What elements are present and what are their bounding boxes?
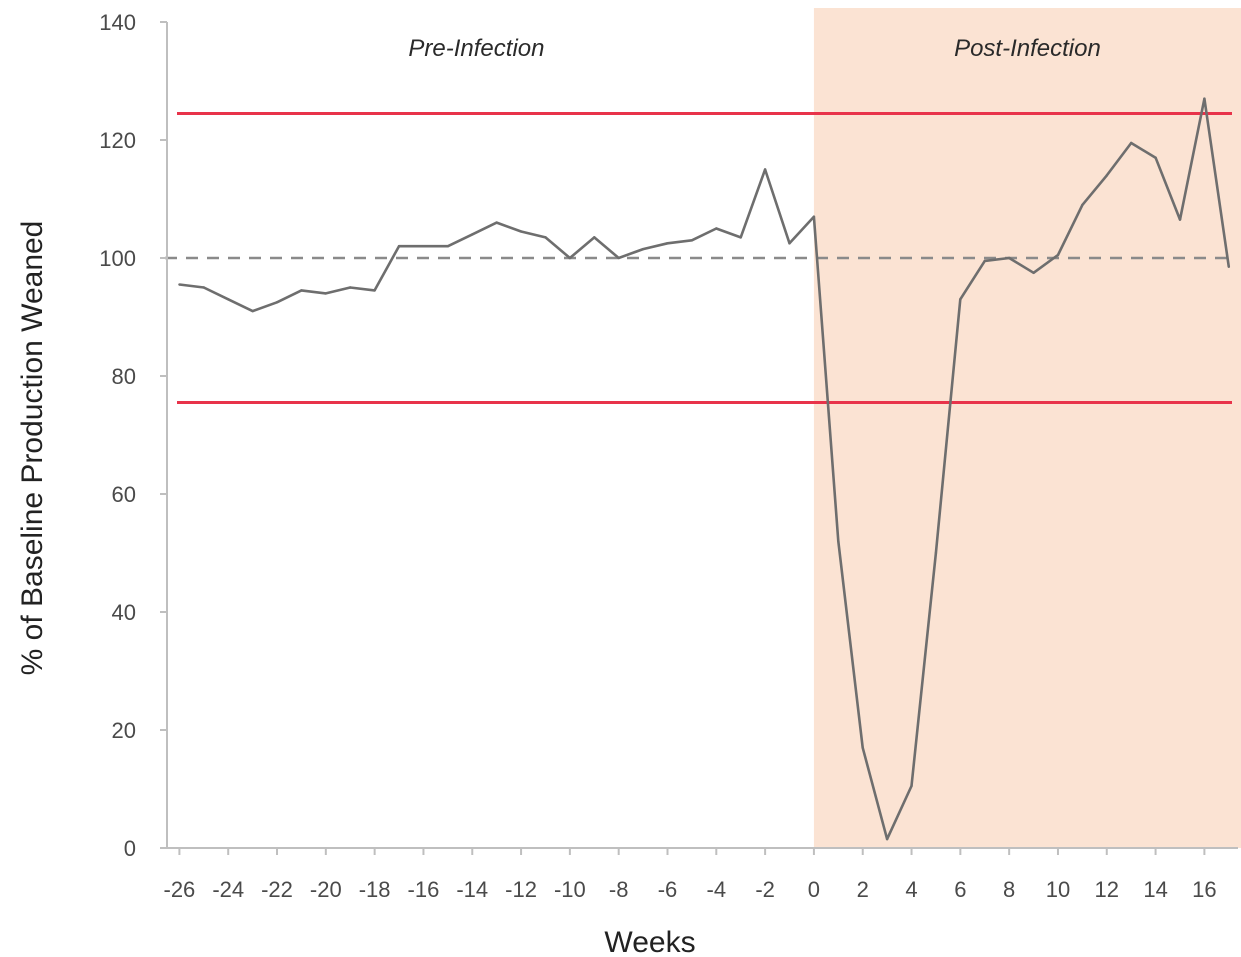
x-tick-label: -8 [609,877,629,902]
data-point [715,227,718,230]
x-tick-label: -24 [212,877,244,902]
x-tick-label: 10 [1046,877,1070,902]
data-point [593,236,596,239]
data-point [763,168,767,171]
data-point [471,233,474,236]
x-axis-title: Weeks [604,926,695,957]
series-layer [178,97,1231,841]
data-point [959,298,962,301]
y-tick-label: 20 [112,718,136,743]
x-tick-label: -10 [554,877,586,902]
data-point [788,242,791,245]
region-2-band [813,8,1241,848]
data-point [519,230,523,233]
data-point [910,784,913,788]
x-tick-label: 0 [808,877,820,902]
y-axis-title: % of Baseline Production Weaned [16,221,49,676]
x-tick-label: 16 [1192,877,1216,902]
data-point [446,245,450,248]
series-1-line [179,97,1231,841]
data-point [617,256,620,260]
data-point [641,247,645,251]
data-point [885,837,889,841]
data-point [1129,141,1133,145]
data-point [1007,256,1011,260]
x-tick-label: -16 [408,877,440,902]
data-point [666,242,669,245]
x-tick-label: 12 [1095,877,1119,902]
data-point [324,292,328,295]
region-1-band [155,8,814,848]
x-tick-label: -14 [456,877,488,902]
data-point [202,286,206,289]
region-labels: Pre-Infection Post-Infection [408,35,1100,62]
data-point [397,245,401,248]
y-tick-label: 80 [112,364,136,389]
x-tick-label: 4 [905,877,917,902]
x-tick-label: -4 [707,877,727,902]
x-tick-label: 8 [1003,877,1015,902]
data-point [1154,156,1157,159]
data-point [812,215,816,218]
data-point [1081,203,1084,207]
x-tick-label: -12 [505,877,537,902]
x-tick-label: -2 [755,877,775,902]
region-2-label: Post-Infection [954,35,1101,62]
region-1-label: Pre-Infection [408,35,544,62]
x-tick-label: -22 [261,877,293,902]
data-point [1105,174,1108,177]
data-point [983,259,986,263]
y-tick-label: 40 [112,600,136,625]
data-point [739,236,742,239]
data-point [422,245,425,248]
x-tick-label: -20 [310,877,342,902]
data-point [837,540,840,543]
data-point [227,298,230,301]
data-point [349,286,352,289]
data-point [251,309,254,313]
x-tick-label: 6 [954,877,966,902]
data-point [275,301,279,304]
y-tick-label: 0 [124,836,136,861]
data-point [934,551,938,555]
x-tick-label: 2 [857,877,869,902]
x-tick-label: -6 [658,877,678,902]
data-point [300,289,303,292]
x-tick-label: 14 [1143,877,1167,902]
data-point [568,256,572,260]
data-point [1032,271,1035,274]
x-tick-label: -18 [359,877,391,902]
data-point [495,221,498,224]
data-point [178,283,181,286]
data-point [861,746,864,749]
data-point [1056,253,1060,257]
x-tick-label: -26 [164,877,196,902]
data-point [544,236,547,239]
data-point [1227,265,1230,269]
data-point [1203,97,1206,100]
y-tick-label: 120 [99,128,136,153]
data-point [690,239,694,242]
data-point [373,289,376,292]
shaded-regions [155,8,1241,848]
y-tick-label: 100 [99,246,136,271]
y-tick-label: 60 [112,482,136,507]
y-tick-label: 140 [99,10,136,35]
data-point [1178,218,1182,221]
